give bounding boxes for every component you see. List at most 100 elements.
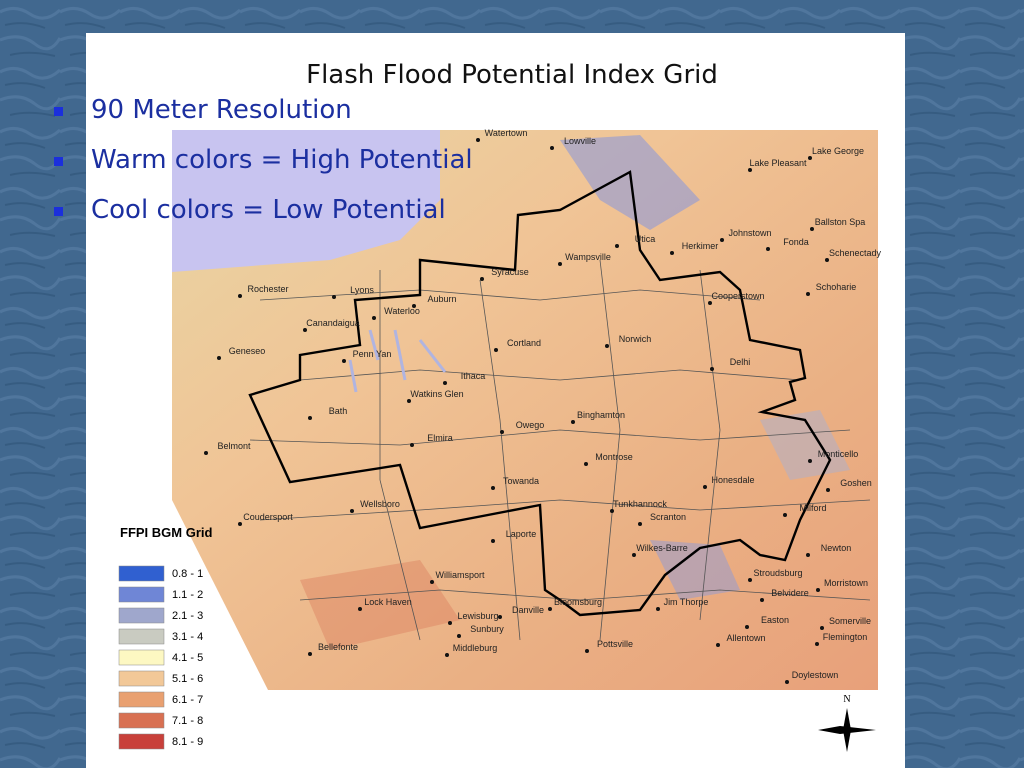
place-dot — [494, 348, 498, 352]
place-label: Jim Thorpe — [664, 597, 709, 607]
place-dot — [748, 168, 752, 172]
place-label: Schenectady — [829, 248, 882, 258]
place-dot — [820, 626, 824, 630]
place-label: Allentown — [726, 633, 765, 643]
place-dot — [670, 251, 674, 255]
place-label: Flemington — [823, 632, 868, 642]
place-label: Penn Yan — [353, 349, 392, 359]
place-dot — [350, 509, 354, 513]
place-label: Belmont — [217, 441, 251, 451]
place-label: Syracuse — [491, 267, 529, 277]
bullet-text: 90 Meter Resolution — [91, 95, 352, 125]
place-dot — [303, 328, 307, 332]
place-label: Rochester — [247, 284, 288, 294]
place-dot — [407, 399, 411, 403]
place-dot — [703, 485, 707, 489]
place-label: Watertown — [485, 128, 528, 138]
cool-area — [560, 135, 700, 230]
place-dot — [716, 643, 720, 647]
place-label: Lock Haven — [364, 597, 412, 607]
legend-swatch — [118, 733, 165, 750]
place-dot — [548, 607, 552, 611]
legend-swatch — [118, 607, 165, 624]
place-label: Newton — [821, 543, 852, 553]
legend-swatch — [118, 565, 165, 582]
place-label: Wilkes-Barre — [636, 543, 688, 553]
legend-label: 4.1 - 5 — [172, 652, 203, 664]
place-label: Herkimer — [682, 241, 719, 251]
finger-lakes — [348, 329, 447, 393]
place-label: Belvidere — [771, 588, 809, 598]
warm-area — [300, 560, 460, 650]
place-label: Owego — [516, 420, 545, 430]
place-dot — [410, 443, 414, 447]
place-label: Lowville — [564, 136, 596, 146]
legend-label: 3.1 - 4 — [172, 631, 203, 643]
place-label: Ballston Spa — [815, 217, 866, 227]
bullet-text: Warm colors = High Potential — [91, 145, 473, 175]
place-dot — [430, 580, 434, 584]
legend-label: 5.1 - 6 — [172, 673, 203, 685]
place-dot — [584, 462, 588, 466]
place-label: Wellsboro — [360, 499, 400, 509]
legend-swatch — [118, 670, 165, 687]
place-dot — [745, 625, 749, 629]
place-dot — [308, 652, 312, 656]
place-label: Lewisburg — [457, 611, 498, 621]
place-label: Cortland — [507, 338, 541, 348]
place-dot — [480, 277, 484, 281]
place-dot — [783, 513, 787, 517]
place-label: Pottsville — [597, 639, 633, 649]
place-label: Montrose — [595, 452, 633, 462]
place-dot — [332, 295, 336, 299]
place-label: Wampsville — [565, 252, 611, 262]
legend-label: 0.8 - 1 — [172, 568, 203, 580]
place-dot — [808, 459, 812, 463]
bullet-marker — [54, 207, 63, 216]
place-label: Stroudsburg — [753, 568, 802, 578]
place-label: Tunkhannock — [613, 499, 667, 509]
bullet-marker — [54, 107, 63, 116]
legend-swatch — [118, 691, 165, 708]
place-label: Laporte — [506, 529, 537, 539]
place-dot — [806, 292, 810, 296]
place-label: Bath — [329, 406, 348, 416]
place-dot — [638, 522, 642, 526]
place-dot — [632, 553, 636, 557]
place-label: Towanda — [503, 476, 539, 486]
place-label: Morristown — [824, 578, 868, 588]
place-label: Auburn — [427, 294, 456, 304]
place-dot — [785, 680, 789, 684]
lake-ontario — [172, 130, 440, 272]
legend-swatch — [118, 586, 165, 603]
place-label: Canandaigua — [306, 318, 360, 328]
legend-label: 2.1 - 3 — [172, 610, 203, 622]
place-dot — [571, 420, 575, 424]
place-dot — [708, 301, 712, 305]
map — [172, 130, 878, 690]
place-dot — [720, 238, 724, 242]
place-label: Danville — [512, 605, 544, 615]
places: Watertown Lowville Lake Pleasant Lake Georg… — [204, 128, 882, 684]
legend-swatch — [118, 649, 165, 666]
place-label: Lake Pleasant — [749, 158, 807, 168]
place-label: Binghamton — [577, 410, 625, 420]
place-dot — [610, 509, 614, 513]
place-label: Waterloo — [384, 306, 420, 316]
cool-area — [650, 540, 740, 600]
legend-title: FFPI BGM Grid — [120, 525, 213, 540]
county-lines — [249, 259, 871, 641]
place-dot — [826, 488, 830, 492]
place-dot — [358, 607, 362, 611]
place-dot — [605, 344, 609, 348]
legend-label: 8.1 - 9 — [172, 736, 203, 748]
place-dot — [372, 316, 376, 320]
place-label: Norwich — [619, 334, 652, 344]
place-label: Sunbury — [470, 624, 504, 634]
bullets: 90 Meter Resolution Warm colors = High Po… — [54, 95, 473, 225]
place-dot — [585, 649, 589, 653]
place-dot — [500, 430, 504, 434]
place-label: Middleburg — [453, 643, 498, 653]
place-label: Bellefonte — [318, 642, 358, 652]
place-label: Bloomsburg — [554, 597, 602, 607]
